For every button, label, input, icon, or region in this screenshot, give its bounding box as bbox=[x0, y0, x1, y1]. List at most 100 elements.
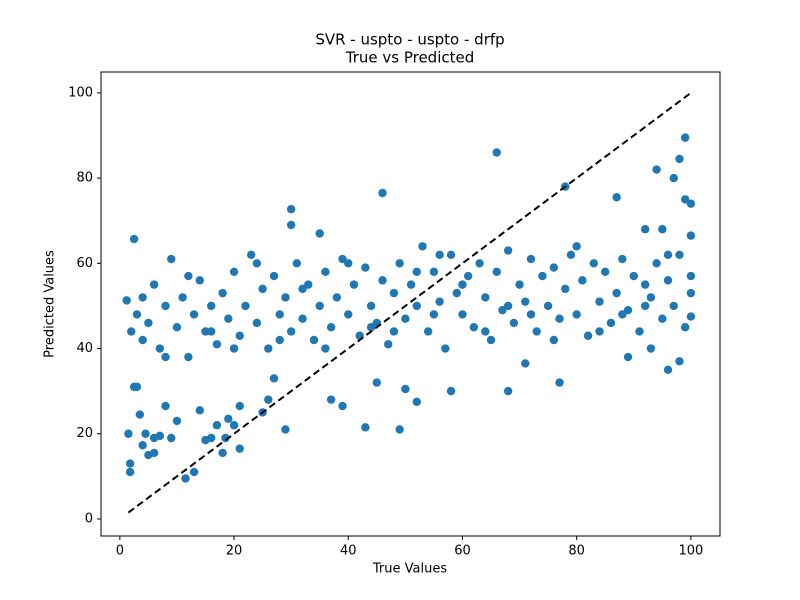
y-axis-label: Predicted Values bbox=[43, 250, 58, 358]
scatter-point bbox=[155, 431, 165, 441]
scatter-point bbox=[652, 165, 661, 174]
scatter-point bbox=[646, 344, 656, 353]
scatter-point bbox=[521, 359, 530, 368]
scatter-point bbox=[595, 297, 604, 306]
scatter-point bbox=[486, 335, 496, 345]
plot-frame bbox=[100, 71, 721, 537]
scatter-point bbox=[235, 444, 244, 453]
scatter-point bbox=[252, 259, 262, 268]
scatter-point bbox=[315, 229, 324, 238]
x-tick-label: 60 bbox=[454, 544, 471, 559]
y-tick-label: 100 bbox=[68, 85, 93, 100]
scatter-point bbox=[264, 344, 273, 353]
scatter-point bbox=[549, 263, 559, 272]
scatter-point bbox=[389, 327, 399, 336]
scatter-point bbox=[207, 433, 216, 443]
scatter-point bbox=[321, 344, 330, 353]
scatter-point bbox=[326, 395, 336, 404]
scatter-point bbox=[640, 301, 650, 311]
scatter-point bbox=[503, 246, 513, 255]
scatter-point bbox=[458, 310, 467, 319]
scatter-point bbox=[561, 284, 570, 294]
y-tick-label: 80 bbox=[76, 171, 93, 186]
scatter-point bbox=[167, 433, 176, 443]
x-tick-label: 80 bbox=[568, 544, 585, 559]
scatter-point bbox=[412, 397, 421, 406]
scatter-point bbox=[298, 284, 307, 294]
scatter-point bbox=[149, 280, 159, 289]
scatter-point bbox=[658, 314, 667, 323]
scatter-point bbox=[601, 267, 610, 277]
scatter-point bbox=[555, 314, 564, 323]
scatter-point bbox=[281, 293, 290, 302]
scatter-point bbox=[258, 284, 267, 294]
y-tick-label: 60 bbox=[76, 256, 93, 271]
scatter-point bbox=[221, 433, 230, 443]
scatter-point bbox=[286, 327, 296, 336]
scatter-point bbox=[338, 254, 347, 264]
scatter-point bbox=[675, 250, 684, 259]
scatter-point bbox=[366, 323, 376, 332]
scatter-point bbox=[372, 378, 382, 387]
scatter-point bbox=[241, 301, 250, 311]
scatter-point bbox=[680, 133, 690, 142]
scatter-point bbox=[138, 293, 147, 302]
scatter-point bbox=[384, 340, 393, 349]
scatter-point bbox=[669, 173, 678, 183]
scatter-point bbox=[640, 225, 650, 234]
scatter-point bbox=[663, 276, 673, 285]
scatter-point bbox=[395, 259, 404, 268]
scatter-point bbox=[469, 323, 479, 332]
scatter-point bbox=[401, 384, 410, 394]
scatter-point bbox=[167, 254, 176, 264]
scatter-point bbox=[338, 401, 347, 411]
scatter-point bbox=[344, 259, 353, 268]
scatter-point bbox=[195, 406, 204, 415]
scatter-point bbox=[378, 276, 387, 285]
scatter-point bbox=[184, 352, 193, 362]
scatter-point bbox=[161, 301, 170, 311]
scatter-point bbox=[275, 335, 284, 345]
scatter-point bbox=[526, 310, 536, 319]
scatter-point bbox=[138, 441, 147, 450]
chart-title: SVR - uspto - uspto - drfp bbox=[315, 31, 504, 49]
scatter-point bbox=[298, 314, 307, 323]
scatter-point bbox=[412, 267, 421, 277]
scatter-point bbox=[125, 467, 135, 477]
scatter-point bbox=[612, 288, 621, 298]
scatter-point bbox=[326, 323, 336, 332]
scatter-point bbox=[127, 327, 136, 336]
scatter-point bbox=[509, 318, 519, 328]
scatter-point bbox=[623, 305, 633, 315]
scatter-point bbox=[441, 344, 450, 353]
scatter-point bbox=[344, 310, 353, 319]
scatter-point bbox=[366, 301, 376, 311]
scatter-point bbox=[635, 327, 644, 336]
scatter-point bbox=[680, 195, 690, 204]
scatter-point bbox=[395, 425, 404, 434]
scatter-point bbox=[675, 154, 684, 164]
scatter-point bbox=[207, 327, 216, 336]
scatter-point bbox=[389, 288, 399, 298]
scatter-point bbox=[378, 188, 387, 198]
scatter-point bbox=[675, 357, 684, 366]
scatter-point bbox=[218, 448, 227, 458]
scatter-point bbox=[646, 293, 656, 302]
scatter-point bbox=[686, 271, 696, 281]
y-tick-label: 0 bbox=[85, 511, 93, 526]
scatter-point bbox=[401, 314, 410, 323]
scatter-point bbox=[275, 310, 284, 319]
scatter-point bbox=[172, 323, 182, 332]
scatter-point bbox=[663, 250, 673, 259]
scatter-point bbox=[652, 259, 661, 268]
scatter-point bbox=[543, 301, 553, 311]
scatter-point bbox=[669, 301, 678, 311]
chart-subtitle: True vs Predicted bbox=[345, 49, 475, 67]
x-axis-label: True Values bbox=[372, 562, 447, 577]
scatter-point bbox=[125, 459, 135, 468]
scatter-point bbox=[498, 305, 507, 315]
y-tick-label: 20 bbox=[76, 426, 93, 441]
scatter-point bbox=[526, 254, 536, 264]
scatter-point bbox=[623, 352, 633, 362]
scatter-point bbox=[229, 421, 239, 430]
